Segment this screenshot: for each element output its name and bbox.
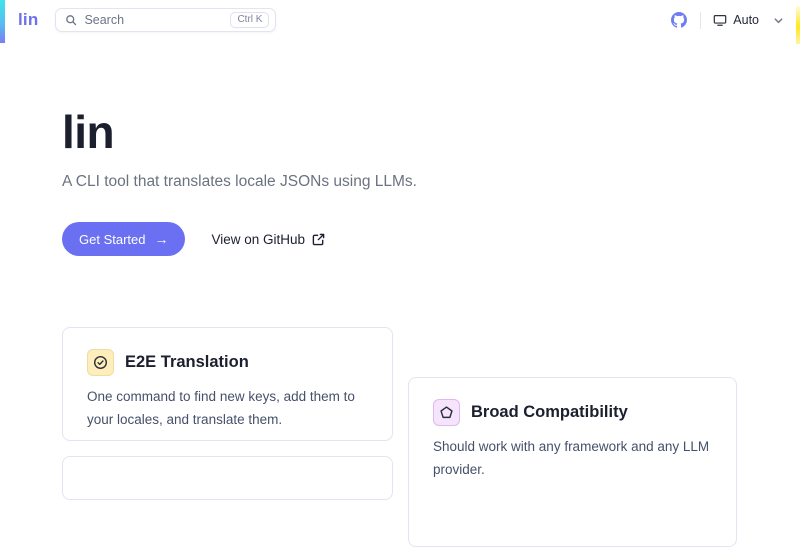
search-icon bbox=[65, 14, 77, 26]
card-header: Broad Compatibility bbox=[433, 399, 712, 427]
feature-title: Broad Compatibility bbox=[471, 403, 628, 422]
feature-card-broad-compatibility[interactable]: Broad Compatibility Should work with any… bbox=[408, 377, 737, 547]
hero-section: lin A CLI tool that translates locale JS… bbox=[0, 106, 800, 257]
features-section: E2E Translation One command to find new … bbox=[0, 327, 800, 547]
site-logo[interactable]: lin bbox=[18, 10, 39, 29]
navbar-divider bbox=[700, 11, 702, 29]
chevron-down-icon[interactable] bbox=[773, 15, 784, 26]
theme-switcher[interactable]: Auto bbox=[713, 13, 759, 27]
arrow-right-icon: → bbox=[154, 231, 169, 248]
cta-row: Get Started → View on GitHub bbox=[62, 222, 738, 257]
features-column-1: E2E Translation One command to find new … bbox=[62, 327, 393, 501]
view-on-github-button[interactable]: View on GitHub bbox=[205, 231, 331, 248]
monitor-icon bbox=[713, 13, 727, 27]
external-link-icon bbox=[312, 233, 325, 246]
feature-description: Should work with any framework and any L… bbox=[433, 439, 710, 477]
feature-card-e2e-translation[interactable]: E2E Translation One command to find new … bbox=[62, 327, 393, 442]
github-icon[interactable] bbox=[671, 12, 688, 28]
circle-check-icon bbox=[87, 349, 114, 377]
navbar: lin Search Ctrl K Auto bbox=[0, 0, 800, 40]
search-input[interactable]: Search Ctrl K bbox=[55, 8, 277, 32]
theme-label: Auto bbox=[733, 13, 759, 27]
get-started-button[interactable]: Get Started → bbox=[62, 222, 186, 257]
feature-title: E2E Translation bbox=[125, 353, 249, 372]
right-gradient-strip bbox=[796, 6, 800, 44]
pentagon-icon bbox=[433, 399, 460, 427]
view-on-github-label: View on GitHub bbox=[211, 231, 306, 247]
page-title: lin bbox=[62, 106, 115, 158]
hero-tagline: A CLI tool that translates locale JSONs … bbox=[62, 173, 417, 191]
card-header: E2E Translation bbox=[87, 349, 368, 377]
search-shortcut-badge: Ctrl K bbox=[230, 12, 270, 28]
search-placeholder: Search bbox=[84, 13, 125, 27]
get-started-label: Get Started bbox=[79, 231, 146, 247]
feature-description: One command to find new keys, add them t… bbox=[87, 389, 355, 427]
feature-card-partial[interactable] bbox=[62, 456, 393, 501]
main-content: lin A CLI tool that translates locale JS… bbox=[0, 108, 800, 547]
left-gradient-strip bbox=[0, 0, 5, 43]
features-column-2: Broad Compatibility Should work with any… bbox=[408, 377, 737, 547]
navbar-actions: Auto bbox=[671, 11, 784, 29]
